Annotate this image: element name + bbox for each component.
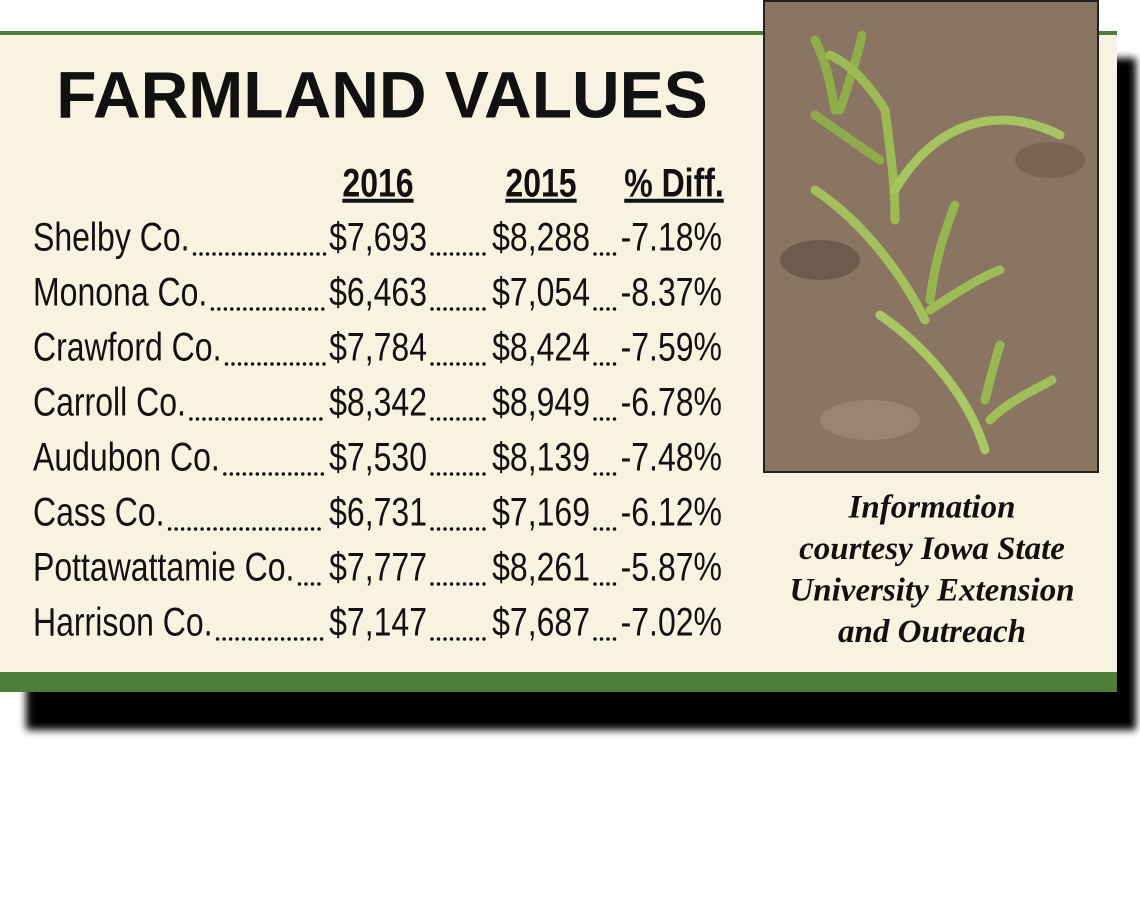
county-name: Pottawattamie Co.: [33, 544, 294, 589]
county-name: Shelby Co.: [33, 214, 190, 259]
photo: [763, 0, 1099, 473]
cell: $6,463: [329, 269, 427, 314]
caption-line: University Extension: [789, 573, 1074, 609]
caption-line: Information: [848, 490, 1016, 526]
cell: $7,169: [492, 489, 590, 534]
top-rule: [0, 31, 1117, 35]
column-header: % Diff.: [624, 160, 724, 205]
cell: -7.48%: [621, 434, 722, 479]
cell: $7,147: [329, 599, 427, 644]
column-header: 2015: [505, 160, 576, 205]
county-name: Monona Co.: [33, 269, 207, 314]
cell: -6.78%: [621, 379, 722, 424]
title: FARMLAND VALUES: [56, 57, 707, 131]
cell: -7.18%: [621, 214, 722, 259]
county-name: Crawford Co.: [33, 324, 221, 369]
cell: $7,687: [492, 599, 590, 644]
county-name: Harrison Co.: [33, 599, 213, 644]
cell: $8,288: [492, 214, 590, 259]
cell: $8,261: [492, 544, 590, 589]
county-name: Audubon Co.: [33, 434, 220, 479]
caption: Information courtesy Iowa State University…: [789, 490, 1074, 651]
table: 2016 2015 % Diff. Shelby Co. $7,693 $8,288 -7.…: [33, 160, 724, 644]
bottom-band: [0, 672, 1117, 692]
cell: $7,530: [329, 434, 427, 479]
cell: $7,693: [329, 214, 427, 259]
cell: $8,139: [492, 434, 590, 479]
county-name: Cass Co.: [33, 489, 165, 534]
cell: -5.87%: [621, 544, 722, 589]
cell: $8,949: [492, 379, 590, 424]
cell: $7,777: [329, 544, 427, 589]
cell: -7.02%: [621, 599, 722, 644]
cell: $6,731: [329, 489, 427, 534]
cell: $8,342: [329, 379, 427, 424]
county-name: Carroll Co.: [33, 379, 186, 424]
caption-line: and Outreach: [838, 614, 1026, 650]
column-header: 2016: [342, 160, 413, 205]
cell: -7.59%: [621, 324, 722, 369]
cell: -8.37%: [621, 269, 722, 314]
cell: $7,784: [329, 324, 427, 369]
cell: -6.12%: [621, 489, 722, 534]
cell: $8,424: [492, 324, 590, 369]
caption-line: courtesy Iowa State: [799, 531, 1065, 567]
cell: $7,054: [492, 269, 590, 314]
